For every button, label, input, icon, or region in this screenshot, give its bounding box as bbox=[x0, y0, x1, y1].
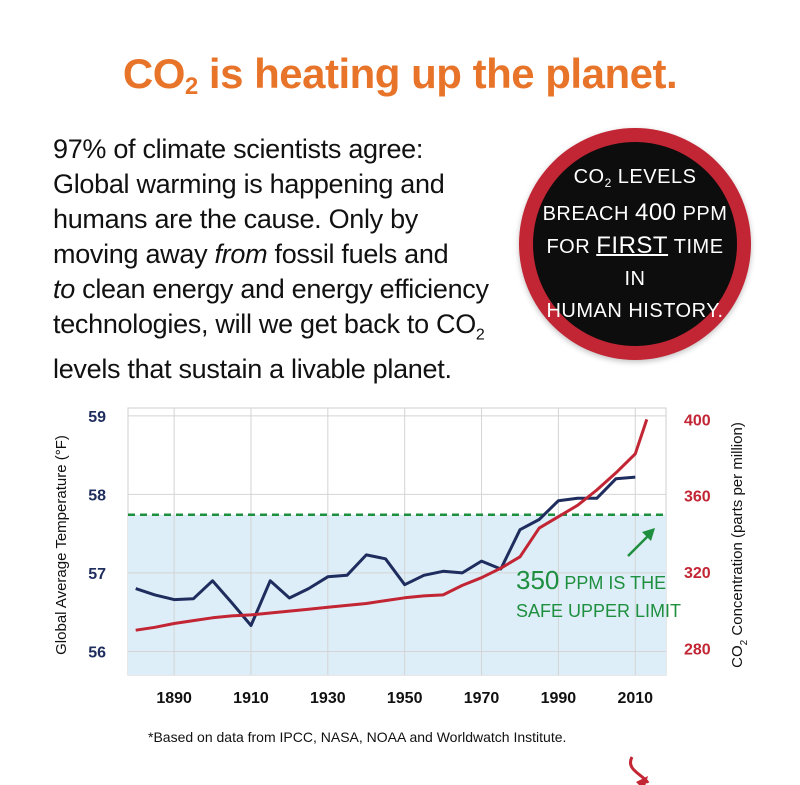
temperature-line bbox=[135, 475, 636, 627]
intro-line: Global warming is happening and bbox=[53, 169, 445, 199]
badge-line-3: FOR FIRST TIME IN bbox=[546, 232, 724, 290]
safe-zone bbox=[128, 514, 666, 675]
annotation-arrowhead bbox=[642, 528, 655, 541]
badge-line-2: BREACH 400 PPM bbox=[542, 199, 728, 226]
annotation-line-1: 350 PPM IS THE bbox=[516, 565, 666, 595]
x-tick-label: 1990 bbox=[541, 690, 577, 707]
x-tick-label: 1970 bbox=[464, 690, 500, 707]
badge-arrowhead bbox=[636, 776, 648, 785]
intro-paragraph: 97% of climate scientists agree: Global … bbox=[53, 132, 523, 387]
badge-text: CO2 LEVELS BREACH 400 PPM FOR FIRST TIME… bbox=[533, 142, 737, 346]
x-tick-label: 1950 bbox=[387, 690, 423, 707]
intro-line: humans are the cause. Only by bbox=[53, 204, 419, 234]
co2-line bbox=[135, 418, 649, 632]
badge-arrow bbox=[629, 756, 650, 784]
climate-chart: 56 57 58 59 280 320 360 400 1890 1910 1930 1950 19… bbox=[53, 407, 750, 785]
left-tick-label: 58 bbox=[88, 487, 106, 504]
right-tick-label: 360 bbox=[684, 489, 711, 506]
co2-400ppm-badge: CO2 LEVELS BREACH 400 PPM FOR FIRST TIME… bbox=[519, 128, 751, 360]
intro-line: technologies, will we get back to CO2 bbox=[53, 309, 485, 344]
left-tick-label: 57 bbox=[88, 566, 106, 583]
intro-line: levels that sustain a livable planet. bbox=[53, 354, 452, 385]
intro-line: moving away from fossil fuels and bbox=[53, 239, 449, 269]
left-tick-label: 59 bbox=[88, 409, 106, 426]
right-tick-label: 400 bbox=[684, 412, 711, 429]
page-title: CO2 is heating up the planet. bbox=[122, 50, 678, 100]
left-tick-label: 56 bbox=[88, 644, 106, 661]
badge-line-4: HUMAN HISTORY. bbox=[546, 300, 724, 322]
footnote: *Based on data from IPCC, NASA, NOAA and… bbox=[148, 729, 567, 745]
intro-line: to clean energy and energy efficiency bbox=[53, 274, 489, 304]
x-tick-label: 1930 bbox=[310, 690, 346, 707]
annotation-line-2: SAFE UPPER LIMIT bbox=[516, 601, 681, 621]
right-axis-label: CO2 Concentration (parts per million) bbox=[729, 422, 750, 668]
left-axis-label: Global Average Temperature (°F) bbox=[53, 435, 70, 655]
x-tick-label: 1890 bbox=[156, 690, 192, 707]
safe-limit-annotation: 350 PPM IS THE SAFE UPPER LIMIT bbox=[516, 528, 681, 621]
intro-line: 97% of climate scientists agree: bbox=[53, 134, 424, 164]
x-tick-label: 1910 bbox=[233, 690, 269, 707]
annotation-arrow bbox=[627, 533, 651, 557]
x-tick-label: 2010 bbox=[617, 690, 653, 707]
right-tick-label: 280 bbox=[684, 641, 711, 658]
right-tick-label: 320 bbox=[684, 565, 711, 582]
badge-line-1: CO2 LEVELS bbox=[573, 166, 697, 190]
